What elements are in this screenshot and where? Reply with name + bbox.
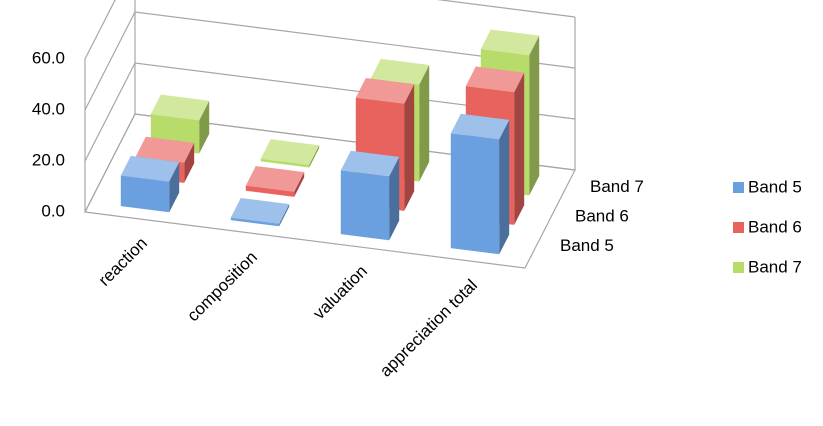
bar-side <box>419 64 430 182</box>
depth-label: Band 6 <box>575 206 629 225</box>
bar <box>450 133 500 255</box>
x-tick-label: reaction <box>95 234 151 290</box>
legend-swatch <box>733 222 744 233</box>
bar-side <box>499 119 510 255</box>
bar-side <box>169 162 180 213</box>
y-tick-label: 20.0 <box>32 150 65 169</box>
bar-top <box>150 94 210 121</box>
bar-top <box>450 113 510 140</box>
bar-top <box>260 139 320 165</box>
bar-side <box>199 100 210 154</box>
bar-side <box>514 72 525 225</box>
legend-label: Band 6 <box>748 217 802 236</box>
bar-top <box>135 136 195 163</box>
bar-side <box>309 145 320 168</box>
bar <box>340 170 390 241</box>
bar-top <box>480 29 540 56</box>
x-tick-label: composition <box>183 248 261 326</box>
bar-top <box>465 66 525 93</box>
bar <box>230 217 280 227</box>
legend-swatch <box>733 182 744 193</box>
x-tick-label: appreciation total <box>376 276 481 381</box>
legend-swatch <box>733 262 744 273</box>
bar-side <box>279 204 290 227</box>
depth-label: Band 7 <box>590 177 644 196</box>
x-tick-label: valuation <box>309 262 371 324</box>
bar-side <box>529 35 540 196</box>
bar-top <box>340 150 400 177</box>
bar-side <box>404 84 415 211</box>
y-tick-label: 60.0 <box>32 48 65 67</box>
y-tick-label: 40.0 <box>32 99 65 118</box>
bar-top <box>120 155 180 182</box>
legend-label: Band 7 <box>748 257 802 276</box>
bar <box>260 158 310 168</box>
bar-side <box>184 142 195 183</box>
legend-label: Band 5 <box>748 177 802 196</box>
bar-top <box>230 197 290 224</box>
depth-label: Band 5 <box>560 236 614 255</box>
bar-side <box>294 172 305 197</box>
bar-top <box>355 78 415 104</box>
bar-side <box>389 156 400 241</box>
bar <box>120 175 170 213</box>
bar-top <box>245 166 305 192</box>
bar <box>245 185 295 197</box>
bar-top <box>370 58 430 85</box>
y-tick-label: 0.0 <box>41 201 65 220</box>
grid-line <box>84 0 576 60</box>
